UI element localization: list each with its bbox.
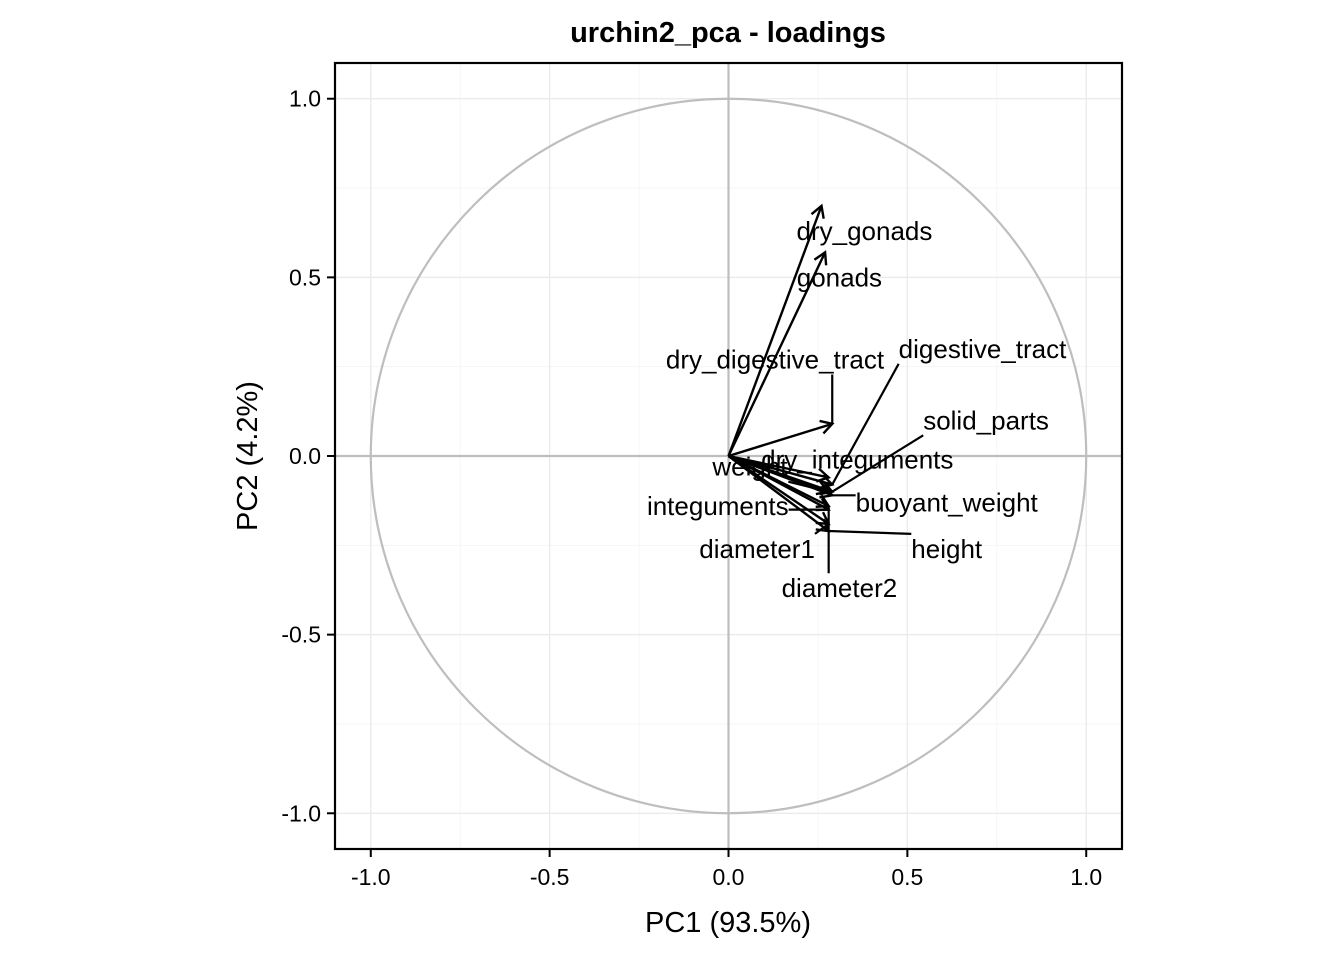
loading-arrow-gonads <box>727 250 828 457</box>
chart-title: urchin2_pca - loadings <box>570 17 886 49</box>
label-leader-weight <box>788 480 829 493</box>
loading-label-height: height <box>911 534 983 564</box>
axis-ticks: -1.0 -0.5 0.0 0.5 1.0 -1.0 -0.5 0.0 0.5 1.0 <box>281 86 1102 890</box>
loading-label-weight: weight <box>711 452 788 482</box>
y-tick-label: 0.0 <box>289 443 321 469</box>
loading-label-dry-digestive-tract: dry_digestive_tract <box>666 345 885 375</box>
loading-arrow-dry-integuments <box>728 454 832 483</box>
label-leader-diameter1 <box>814 522 830 535</box>
loading-label-gonads: gonads <box>797 262 882 292</box>
loading-arrow-dry-gonads <box>727 203 825 457</box>
loading-label-diameter2: diameter2 <box>782 573 898 603</box>
label-leader-lines <box>788 363 924 574</box>
correlation-circle <box>369 97 1088 815</box>
x-tick-label: 0.0 <box>713 864 745 890</box>
x-tick-label: 1.0 <box>1070 864 1102 890</box>
label-leader-solid-parts <box>831 434 924 493</box>
loading-label-dry-integuments: dry_integuments <box>761 445 953 475</box>
y-axis-title: PC2 (4.2%) <box>232 381 264 531</box>
y-tick-label: -0.5 <box>281 622 321 648</box>
loading-label-integuments: integuments <box>647 491 789 521</box>
loading-label-diameter1: diameter1 <box>699 534 815 564</box>
loading-label-solid-parts: solid_parts <box>923 405 1049 435</box>
y-tick-label: 0.5 <box>289 264 321 290</box>
y-tick-label: -1.0 <box>281 800 321 826</box>
x-tick-label: 0.5 <box>891 864 923 890</box>
x-tick-label: -0.5 <box>530 864 570 890</box>
loading-label-digestive-tract: digestive_tract <box>899 334 1067 364</box>
loading-label-buoyant-weight: buoyant_weight <box>856 487 1039 517</box>
label-leader-digestive-tract <box>831 363 900 486</box>
label-leader-height <box>828 529 912 535</box>
y-tick-label: 1.0 <box>289 86 321 112</box>
x-axis-title: PC1 (93.5%) <box>645 907 811 939</box>
x-tick-label: -1.0 <box>351 864 391 890</box>
loading-label-dry-gonads: dry_gonads <box>796 216 932 246</box>
